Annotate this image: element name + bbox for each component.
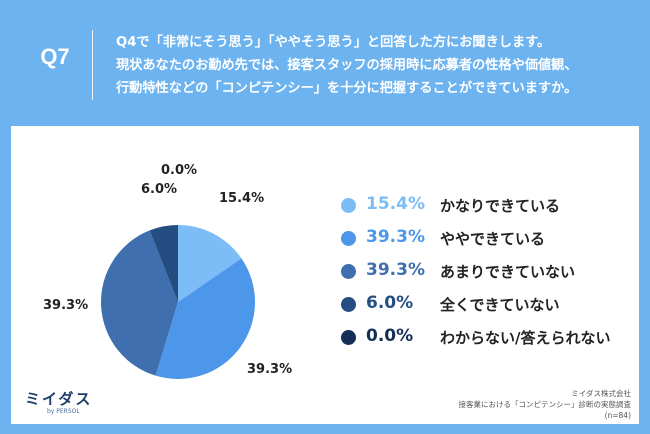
- legend-value: 39.3%: [366, 227, 425, 247]
- legend-label: かなりできている: [440, 197, 561, 215]
- logo-text: ミイダス: [25, 390, 93, 408]
- legend-dot: [341, 297, 356, 312]
- legend-value: 39.3%: [366, 260, 425, 280]
- chart-panel: 15.4% 39.3% 39.3% 6.0% 0.0% 15.4% かなりできている 39.…: [11, 126, 639, 424]
- legend-item: 6.0% 全くできていない: [336, 293, 636, 317]
- source-note: ミイダス株式会社 接客業における「コンピテンシー」診断の実態調査 (n=84): [411, 388, 632, 421]
- legend-item: 0.0% わからない/答えられない: [336, 326, 636, 350]
- pie-slice-3: [100, 230, 178, 376]
- legend-label: ややできている: [440, 230, 546, 248]
- header-divider: [92, 30, 93, 100]
- logo-subtext: by PERSOL: [47, 408, 80, 415]
- question-header: Q7 Q4で「非常にそう思う」「ややそう思う」と回答した方にお聞きします。 現状…: [0, 0, 650, 118]
- pie-slice-1: [178, 225, 242, 302]
- legend-value: 15.4%: [366, 194, 425, 214]
- legend-item: 39.3% あまりできていない: [336, 260, 636, 284]
- legend-label: あまりできていない: [440, 263, 576, 281]
- miidas-logo: ミイダス by PERSOL: [25, 388, 105, 418]
- pie-slice-4: [149, 225, 178, 302]
- pie-data-label-3: 39.3%: [43, 298, 89, 313]
- source-company: ミイダス株式会社: [571, 389, 631, 398]
- legend-label: 全くできていない: [440, 296, 560, 314]
- pie-data-label-1: 15.4%: [219, 191, 265, 206]
- legend-value: 0.0%: [366, 326, 414, 346]
- legend-dot: [341, 330, 356, 345]
- source-sample: (n=84): [604, 411, 631, 420]
- question-number: Q7: [40, 44, 70, 69]
- pie-slice-2: [155, 258, 255, 379]
- pie-data-label-5: 0.0%: [161, 163, 198, 178]
- legend-value: 6.0%: [366, 293, 414, 313]
- pie-data-label-2: 39.3%: [247, 362, 293, 377]
- legend-item: 39.3% ややできている: [336, 227, 636, 251]
- legend-dot: [341, 231, 356, 246]
- legend-item: 15.4% かなりできている: [336, 194, 636, 218]
- pie-data-label-4: 6.0%: [141, 182, 178, 197]
- legend-dot: [341, 264, 356, 279]
- source-survey: 接客業における「コンピテンシー」診断の実態調査: [458, 400, 632, 409]
- pie-chart: [100, 225, 255, 379]
- legend-dot: [341, 198, 356, 213]
- question-line-3: 行動特性などの「コンピテンシー」を十分に把握することができていますか。: [116, 81, 578, 96]
- question-line-2: 現状あなたのお勤め先では、接客スタッフの採用時に応募者の性格や価値観、: [116, 58, 578, 73]
- question-text: Q4で「非常にそう思う」「ややそう思う」と回答した方にお聞きします。 現状あなた…: [116, 31, 631, 100]
- legend-label: わからない/答えられない: [440, 329, 611, 347]
- question-line-1: Q4で「非常にそう思う」「ややそう思う」と回答した方にお聞きします。: [116, 35, 551, 50]
